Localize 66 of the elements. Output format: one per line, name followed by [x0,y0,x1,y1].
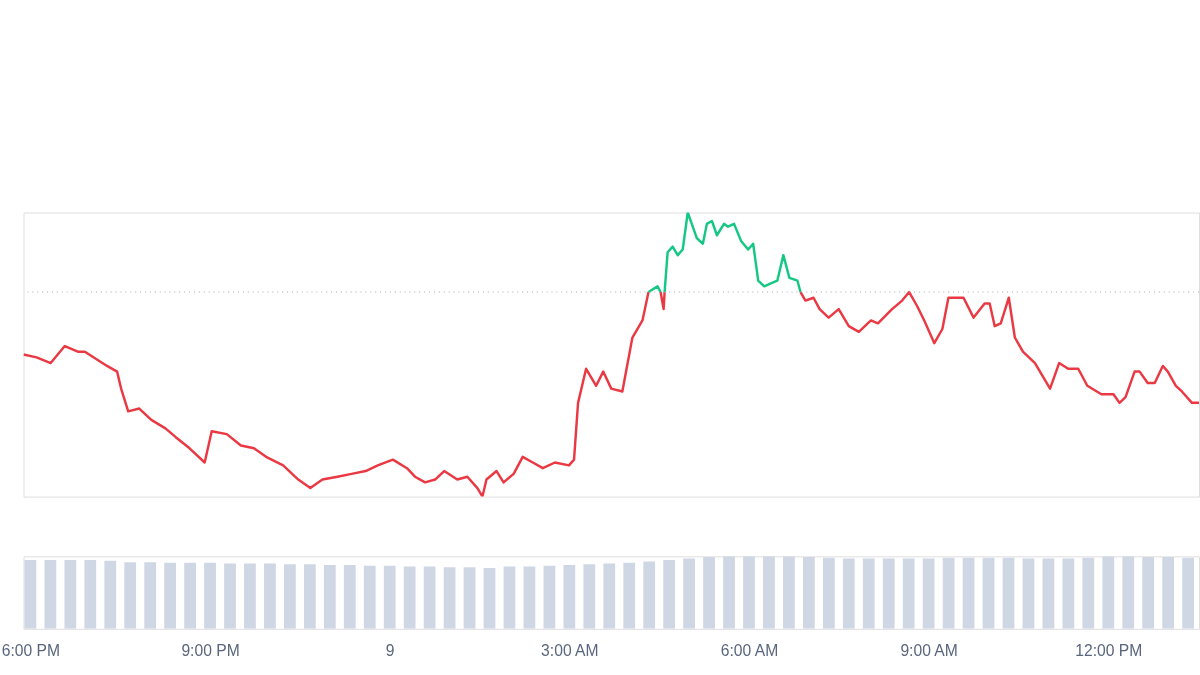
bar [403,566,416,629]
bar [284,564,296,629]
bar [1042,558,1055,629]
bar [603,563,616,629]
bar [84,559,97,629]
bar [303,564,316,629]
bar [44,559,57,629]
bar [543,565,556,629]
bar [1182,557,1195,629]
x-tick-label: 9:00 AM [900,641,958,659]
bar [423,566,436,629]
bar [483,567,496,629]
bar [383,565,396,629]
x-tick-label: 9:00 PM [181,641,240,659]
bar [703,557,715,629]
bar [224,563,236,629]
bar [1002,557,1015,629]
bar [982,557,995,629]
bar [1082,557,1095,629]
bar [942,557,955,629]
bar [1162,557,1175,629]
bar [803,557,815,629]
bar [962,557,975,629]
bar [1062,558,1075,629]
x-tick-label: 6:00 AM [720,641,779,659]
bar [1022,558,1035,629]
bar [363,565,376,629]
bar [822,557,835,629]
bar [902,558,915,629]
bar [124,562,137,629]
bar [343,565,356,629]
bar [244,563,256,629]
bar [882,558,895,629]
bar [783,556,795,629]
bar [264,563,276,629]
bar [204,562,216,629]
bar [763,556,775,629]
bar [643,561,656,629]
bar [24,559,37,629]
bar [463,567,476,629]
bar [743,556,755,629]
bar [623,562,636,629]
bar [1102,556,1115,629]
bar [144,562,157,629]
bar [1142,557,1155,629]
bar [523,566,536,629]
bar [583,564,596,629]
bar [503,566,516,629]
bar [1122,556,1135,629]
x-tick-label: 6:00 PM [1,641,61,659]
bar [563,565,576,629]
bar [723,556,735,629]
bar [64,559,77,629]
bar [862,558,875,629]
bar [184,562,196,629]
x-tick-label: 9 [385,641,395,659]
x-tick-label: 3:00 AM [541,641,599,659]
bar [164,562,177,629]
bar [104,560,117,629]
bar [842,558,855,629]
bar [683,558,695,629]
x-tick-label: 12:00 PM [1075,641,1143,659]
bar [922,558,935,629]
bar [663,559,676,629]
bar [323,565,336,629]
bar [443,567,456,629]
